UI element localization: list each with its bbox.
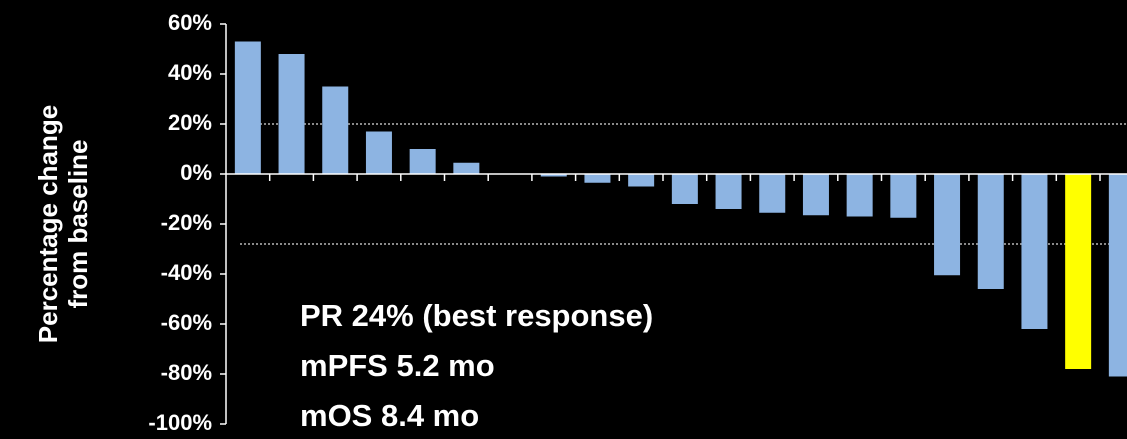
y-axis-label: from baseline (63, 139, 93, 308)
bar (934, 174, 961, 276)
bar (759, 174, 786, 213)
y-axis-label: Percentage change (33, 105, 63, 343)
y-tick-label: -40% (161, 260, 212, 285)
bar (802, 174, 829, 216)
y-tick-label: -60% (161, 310, 212, 335)
bar (409, 149, 436, 174)
annotation: PR 24% (best response) (300, 298, 653, 333)
bar (846, 174, 873, 217)
bar (365, 131, 392, 174)
bar (1021, 174, 1048, 329)
bar (1065, 174, 1092, 369)
bar (715, 174, 742, 209)
bar (584, 174, 611, 183)
bar (540, 174, 567, 177)
bar (977, 174, 1004, 289)
bar (628, 174, 655, 187)
y-tick-label: -80% (161, 360, 212, 385)
y-tick-label: -20% (161, 210, 212, 235)
bar (671, 174, 698, 204)
bar (278, 54, 305, 174)
bar (322, 86, 349, 174)
y-tick-label: 0% (180, 160, 212, 185)
y-tick-label: 60% (168, 10, 212, 35)
y-tick-label: 40% (168, 60, 212, 85)
y-tick-label: -100% (148, 410, 212, 435)
bar (1108, 174, 1127, 377)
bar (890, 174, 917, 218)
bar (453, 162, 480, 174)
annotation: mOS 8.4 mo (300, 398, 479, 433)
bar (234, 41, 261, 174)
y-tick-label: 20% (168, 110, 212, 135)
annotation: mPFS 5.2 mo (300, 348, 495, 383)
